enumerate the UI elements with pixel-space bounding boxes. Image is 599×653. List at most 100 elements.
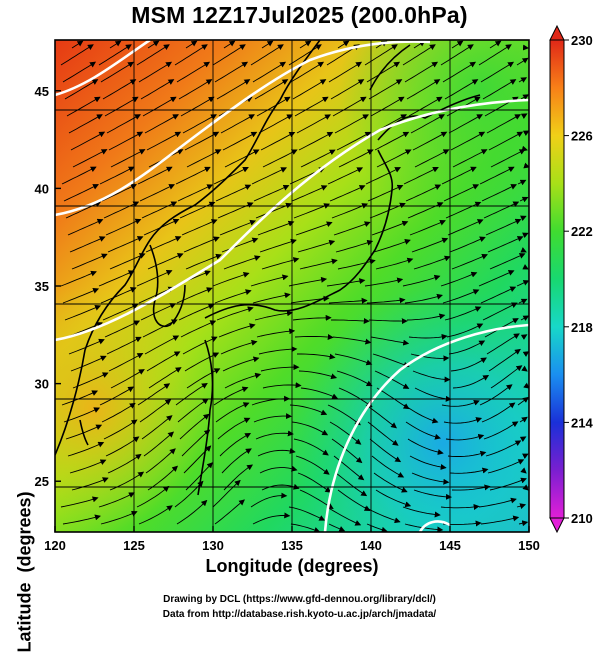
streamline [220,114,255,134]
streamline [412,370,451,383]
streamline [480,515,520,525]
streamline [70,131,106,151]
streamline [520,334,528,340]
streamline [291,421,329,436]
streamline [185,462,213,491]
streamline [144,335,180,355]
streamline [451,253,488,270]
streamline [485,440,522,457]
streamline [488,348,521,372]
streamline [373,239,411,253]
streamline [252,512,291,525]
streamline [216,79,251,100]
streamline [520,315,529,322]
streamline [442,289,480,304]
streamline [338,149,374,168]
streamline [299,258,338,270]
streamline [174,44,208,66]
streamline [104,96,139,117]
streamline [105,218,142,236]
streamline [214,289,252,304]
streamline [326,506,362,526]
streamline [178,303,215,321]
streamline [485,218,522,236]
streamline [71,40,84,49]
streamline [375,489,412,508]
streamline [405,184,442,202]
streamline [251,167,287,185]
streamline [406,79,441,100]
streamline [60,270,97,287]
streamline [295,455,330,475]
streamline [519,416,528,423]
streamline [61,166,97,185]
streamline [440,271,478,287]
x-tick-label: 120 [44,538,66,553]
streamline [449,467,489,474]
streamline [366,523,388,532]
credit-data: Data from http://database.rish.kyoto-u.a… [162,609,437,620]
streamline [481,402,516,423]
streamline [255,430,294,440]
streamline [407,202,444,219]
streamline [329,185,366,202]
y-tick-label: 25 [35,474,49,489]
streamline [365,167,401,185]
streamline [71,253,108,270]
streamline [522,130,529,137]
streamline [70,355,107,372]
streamline [441,166,477,185]
colorbar-tick-label: 226 [571,129,593,144]
streamline [181,429,211,457]
streamline [333,221,371,236]
streamline [103,201,140,219]
streamline [221,237,259,253]
streamline [98,44,132,66]
streamline [106,336,142,355]
streamline [101,402,136,423]
streamline [106,114,141,134]
y-tick-label: 35 [35,279,49,294]
streamline [372,353,410,368]
wind-streamlines [60,40,529,532]
x-axis-label: Longitude (degrees) [205,556,379,576]
streamline [402,274,441,287]
streamline [404,61,439,83]
streamline [444,79,479,100]
streamline [212,44,246,66]
streamline [215,402,250,423]
streamline [108,131,144,151]
streamline [451,484,491,491]
streamline [518,298,528,305]
streamline [214,61,249,83]
streamline [213,167,249,185]
streamline [366,61,401,83]
streamline [108,353,144,372]
streamline [519,196,529,203]
streamline [146,131,182,151]
streamline [136,269,173,287]
streamline [376,149,412,168]
streamline [414,149,450,168]
streamline [368,79,403,100]
streamline [337,40,350,49]
streamline [327,404,361,426]
streamline [256,328,296,338]
streamline [105,436,140,457]
streamline [260,131,296,151]
streamline [252,61,287,83]
streamline [250,274,289,287]
streamline [107,236,144,253]
streamline [144,114,179,134]
streamline [213,386,249,406]
streamline [142,96,177,117]
colorbar-tick-label: 230 [571,33,593,48]
x-tick-label: 140 [360,538,382,553]
streamline [136,485,170,508]
streamline [406,313,446,321]
streamline [334,353,373,366]
streamline [186,368,221,389]
streamline [333,455,365,481]
streamline [412,131,448,151]
streamline [489,477,527,491]
